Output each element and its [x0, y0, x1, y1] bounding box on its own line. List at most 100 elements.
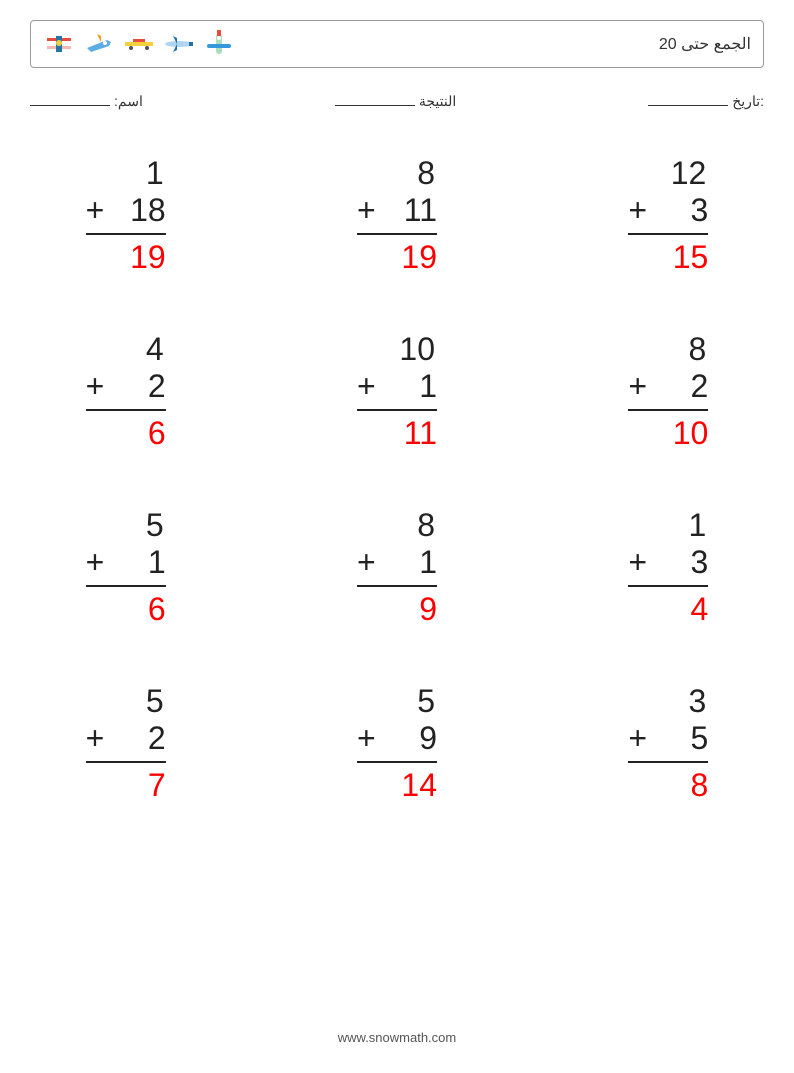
answer: 14	[357, 763, 437, 804]
problem: 8+1119	[321, 155, 472, 276]
problem-inner: 8+1119	[357, 155, 437, 276]
problem-inner: 8+19	[357, 507, 437, 628]
addend-bottom: 2	[106, 368, 165, 405]
problem: 8+19	[321, 507, 472, 628]
answer: 15	[628, 235, 708, 276]
problem-inner: 1+34	[628, 507, 708, 628]
problem-inner: 5+27	[86, 683, 166, 804]
name-field: اسم:	[30, 93, 143, 110]
addend-top: 1	[86, 155, 166, 192]
problem: 8+210	[593, 331, 744, 452]
plus-row: +2	[628, 368, 708, 411]
plus-sign: +	[628, 720, 647, 757]
jet-blue-icon	[83, 28, 115, 60]
plus-row: +2	[86, 720, 166, 763]
plus-row: + 3	[628, 192, 708, 235]
plus-sign: +	[357, 720, 376, 757]
plus-sign: +	[628, 192, 647, 229]
info-row: :تاريخ النتيجة اسم:	[30, 93, 764, 110]
addend-top: 8	[357, 155, 437, 192]
problem: 12+ 315	[593, 155, 744, 276]
answer: 7	[86, 763, 166, 804]
problem-inner: 3+58	[628, 683, 708, 804]
answer: 10	[628, 411, 708, 452]
name-label: اسم:	[114, 93, 143, 110]
problem-inner: 4+26	[86, 331, 166, 452]
plus-row: +1	[86, 544, 166, 587]
score-label: النتيجة	[419, 93, 456, 110]
worksheet-title: الجمع حتى 20	[659, 34, 751, 54]
addend-bottom: 3	[649, 544, 708, 581]
addend-bottom: 1	[106, 544, 165, 581]
problem: 5+27	[50, 683, 201, 804]
plus-row: +18	[86, 192, 166, 235]
name-line	[30, 105, 110, 106]
plus-sign: +	[357, 544, 376, 581]
score-field: النتيجة	[335, 93, 456, 110]
addend-bottom: 1	[378, 368, 437, 405]
addend-bottom: 2	[106, 720, 165, 757]
problem-inner: 5+914	[357, 683, 437, 804]
problem-inner: 10+ 111	[357, 331, 437, 452]
addend-bottom: 18	[106, 192, 165, 229]
plus-row: +2	[86, 368, 166, 411]
addend-top: 12	[628, 155, 708, 192]
plus-sign: +	[86, 192, 105, 229]
header-box: الجمع حتى 20	[30, 20, 764, 68]
addend-bottom: 5	[649, 720, 708, 757]
problem-inner: 8+210	[628, 331, 708, 452]
addend-top: 8	[628, 331, 708, 368]
plus-row: +9	[357, 720, 437, 763]
plus-sign: +	[86, 368, 105, 405]
plus-sign: +	[357, 192, 376, 229]
plus-sign: +	[86, 720, 105, 757]
answer: 4	[628, 587, 708, 628]
addend-top: 4	[86, 331, 166, 368]
plus-row: +11	[357, 192, 437, 235]
addend-bottom: 2	[649, 368, 708, 405]
answer: 19	[86, 235, 166, 276]
plus-row: + 1	[357, 368, 437, 411]
date-label: :تاريخ	[732, 93, 764, 110]
addend-top: 8	[357, 507, 437, 544]
answer: 19	[357, 235, 437, 276]
problems-grid: 1+18198+111912+ 3154+2610+ 1118+2105+168…	[50, 155, 744, 804]
footer-url: www.snowmath.com	[0, 1030, 794, 1045]
addend-top: 1	[628, 507, 708, 544]
problem: 3+58	[593, 683, 744, 804]
addend-bottom: 9	[378, 720, 437, 757]
plus-sign: +	[628, 368, 647, 405]
answer: 6	[86, 411, 166, 452]
addend-top: 5	[86, 507, 166, 544]
answer: 9	[357, 587, 437, 628]
problem-inner: 1+1819	[86, 155, 166, 276]
addend-top: 10	[357, 331, 437, 368]
problem: 1+1819	[50, 155, 201, 276]
problem-inner: 5+16	[86, 507, 166, 628]
addend-bottom: 1	[378, 544, 437, 581]
addend-top: 5	[357, 683, 437, 720]
date-field: :تاريخ	[648, 93, 764, 110]
biplane-red-icon	[43, 28, 75, 60]
header-icons	[43, 28, 235, 60]
plus-sign: +	[357, 368, 376, 405]
addend-top: 5	[86, 683, 166, 720]
addend-top: 3	[628, 683, 708, 720]
problem: 10+ 111	[321, 331, 472, 452]
problem: 1+34	[593, 507, 744, 628]
answer: 11	[357, 411, 437, 452]
plus-sign: +	[86, 544, 105, 581]
plus-row: +3	[628, 544, 708, 587]
addend-bottom: 3	[649, 192, 708, 229]
score-line	[335, 105, 415, 106]
addend-bottom: 11	[378, 192, 437, 229]
plane-front-icon	[203, 28, 235, 60]
plus-sign: +	[628, 544, 647, 581]
problem-inner: 12+ 315	[628, 155, 708, 276]
plus-row: +5	[628, 720, 708, 763]
plus-row: +1	[357, 544, 437, 587]
answer: 8	[628, 763, 708, 804]
answer: 6	[86, 587, 166, 628]
biplane-yellow-icon	[123, 28, 155, 60]
problem: 4+26	[50, 331, 201, 452]
